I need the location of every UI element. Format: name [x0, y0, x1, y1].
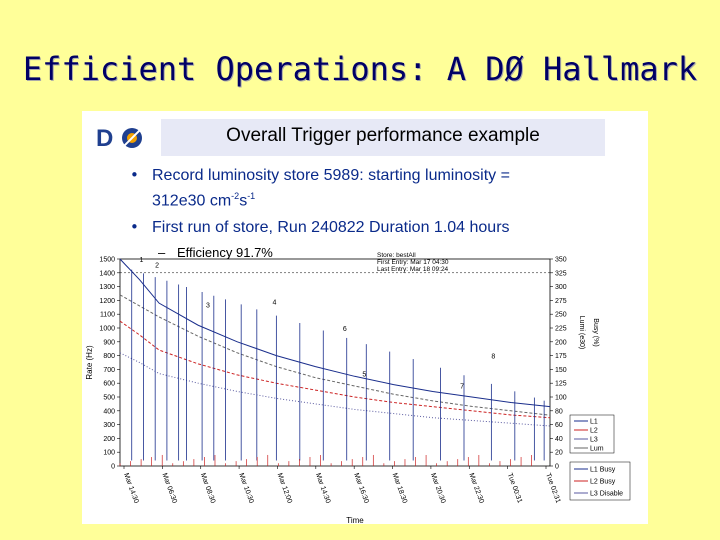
right-tick-label: 250	[555, 312, 567, 319]
right-tick-label: 20	[555, 450, 563, 457]
x-tick-label: Mar 18:30	[391, 472, 408, 504]
legend-label: L1 Busy	[590, 467, 616, 474]
x-tick-label: Mar 10:30	[237, 472, 254, 504]
series-line-l3	[119, 352, 551, 427]
series-line-l2	[119, 320, 551, 419]
y-tick-label: 200	[103, 436, 115, 443]
annotation-label: 2	[155, 262, 159, 269]
y-tick-label: 1400	[99, 270, 115, 277]
chart-figure: D Overall Trigger performance example • …	[82, 111, 648, 524]
x-tick-label: Mar 22:30	[467, 472, 484, 504]
annotation-label: 8	[491, 353, 495, 360]
store-info-line: Store: bestAll	[377, 252, 416, 259]
x-tick-label: Mar 14:30	[122, 472, 139, 504]
y-tick-label: 700	[103, 367, 115, 374]
right-tick-label: 175	[555, 353, 567, 360]
plot-frame	[119, 258, 551, 467]
legend-label: Lum	[590, 446, 604, 453]
y-tick-label: 100	[103, 450, 115, 457]
right-tick-label: 60	[555, 422, 563, 429]
legend-label: L1	[590, 419, 598, 426]
right-tick-label: 150	[555, 367, 567, 374]
series-line-l1	[119, 258, 551, 408]
x-tick-label: Mar 06:30	[160, 472, 177, 504]
bullet-marker: •	[130, 218, 139, 236]
legend-label: L2	[590, 428, 598, 435]
annotation-label: 4	[272, 300, 276, 307]
right-tick-label: 275	[555, 298, 567, 305]
dzero-logo: D	[96, 125, 145, 152]
legend-label: L3	[590, 437, 598, 444]
x-tick-label: Mar 12:00	[276, 472, 293, 504]
right-tick-label: 40	[555, 436, 563, 443]
y-tick-label: 0	[111, 464, 115, 471]
x-tick-label: Mar 20:30	[429, 472, 446, 504]
x-tick-label: Mar 08:30	[199, 472, 216, 504]
x-tick-label: Tue 00:31	[506, 472, 523, 504]
x-tick-label: Mar 16:30	[352, 472, 369, 504]
trigger-rate-chart: 0100200300400500600700800900100011001200…	[85, 252, 631, 524]
bullet-marker: •	[130, 166, 139, 184]
y-tick-label: 900	[103, 339, 115, 346]
y-tick-label: 500	[103, 395, 115, 402]
y-tick-label: 800	[103, 353, 115, 360]
series-line-lum	[119, 294, 551, 416]
bullet-2: First run of store, Run 240822 Duration …	[152, 219, 510, 236]
store-info-line: Last Entry: Mar 18 09:24	[377, 266, 449, 273]
sub-bullet-dash: –	[158, 245, 166, 260]
right-tick-label: 125	[555, 381, 567, 388]
right-tick-label: 100	[555, 395, 567, 402]
bullet-1-line1: Record luminosity store 5989: starting l…	[152, 167, 510, 184]
right-tick-label: 0	[555, 464, 559, 471]
legend-label: L2 Busy	[590, 479, 616, 486]
bullet-1-line2: 312e30 cm-2s-1	[152, 191, 256, 210]
y-tick-label: 1000	[99, 326, 115, 333]
legend-box	[569, 461, 631, 501]
right-tick-label: 80	[555, 408, 563, 415]
legend-label: L3 Disable	[590, 491, 623, 498]
y-tick-label: 400	[103, 408, 115, 415]
x-tick-label: Tue 02:31	[544, 472, 561, 504]
annotation-label: 1	[140, 257, 144, 264]
right-tick-label: 200	[555, 339, 567, 346]
right-tick-label: 225	[555, 326, 567, 333]
svg-text:D: D	[96, 125, 113, 152]
y-tick-label: 1100	[100, 312, 115, 319]
right-tick-label: 300	[555, 284, 567, 291]
right-axis-label-lumi: Lumi (e30)	[578, 316, 585, 349]
annotation-label: 7	[460, 384, 464, 391]
right-tick-label: 350	[555, 257, 567, 264]
y-tick-label: 300	[103, 422, 115, 429]
annotation-label: 3	[206, 302, 210, 309]
store-info-line: First Entry: Mar 17 04:30	[377, 259, 449, 266]
annotation-label: 5	[362, 371, 366, 378]
y-axis-label: Rate (Hz)	[85, 345, 94, 380]
slide-title: Efficient Operations: A DØ Hallmark	[22, 50, 698, 88]
y-tick-label: 1300	[99, 284, 115, 291]
x-tick-label: Mar 14:30	[314, 472, 331, 504]
figure-banner: Overall Trigger performance example	[161, 119, 605, 156]
right-tick-label: 325	[555, 270, 567, 277]
legend-box	[569, 414, 615, 454]
y-tick-label: 1500	[99, 257, 115, 264]
y-tick-label: 1200	[99, 298, 115, 305]
y-tick-label: 600	[103, 381, 115, 388]
efficiency-text: Efficiency 91.7%	[177, 245, 273, 260]
right-axis-label-busy: Busy (%)	[592, 318, 599, 346]
x-axis-label: Time	[346, 516, 364, 524]
annotation-label: 6	[343, 326, 347, 333]
banner-title: Overall Trigger performance example	[226, 125, 540, 146]
